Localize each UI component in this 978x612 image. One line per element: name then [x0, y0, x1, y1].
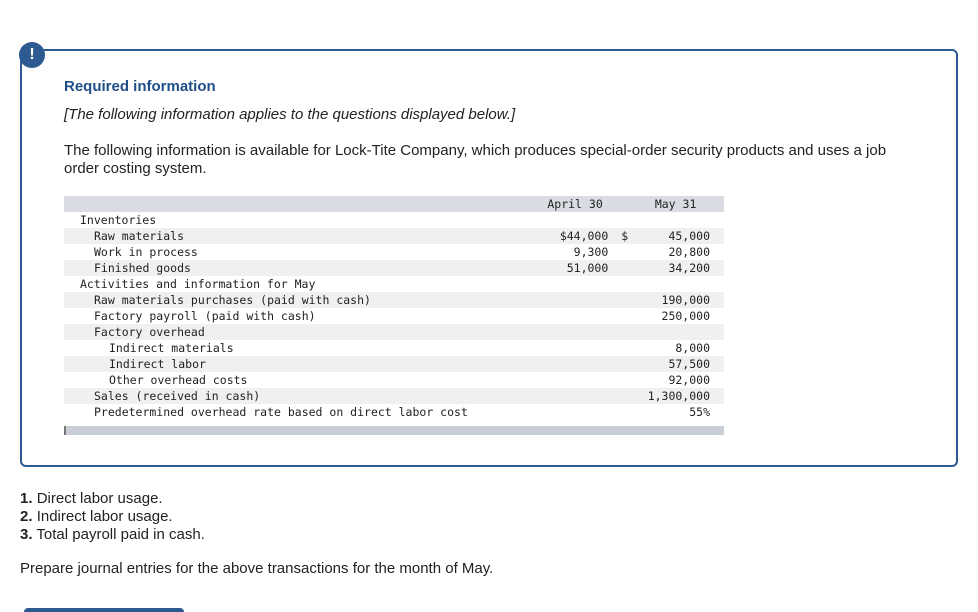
dollar-sign — [608, 292, 642, 308]
may-31-value: 1,300,000 — [641, 388, 724, 404]
may-31-value: 250,000 — [661, 309, 710, 323]
applies-note: [The following information applies to th… — [64, 106, 516, 123]
may-31-value: 20,800 — [668, 245, 710, 259]
row-label: Other overhead costs — [109, 373, 248, 387]
dollar-sign — [608, 324, 642, 340]
april-30-value — [541, 324, 609, 340]
intro-paragraph: The following information is available f… — [64, 142, 887, 177]
april-30-value — [542, 212, 608, 228]
table-row: Work in process 9,300 20,800 — [64, 244, 724, 260]
header-may-31: May 31 — [641, 196, 724, 212]
table-row: Activities and information for May — [64, 276, 724, 292]
table-row: Inventories — [64, 212, 724, 228]
dollar-sign — [608, 372, 641, 388]
dollar-sign: $ — [608, 228, 642, 244]
table-header-row: April 30 May 31 — [64, 196, 724, 212]
may-31-value: 92,000 — [668, 373, 710, 387]
may-31-value: 55% — [689, 405, 710, 419]
header-blank — [64, 196, 542, 212]
may-31-value: 45,000 — [641, 228, 724, 244]
row-label: Work in process — [94, 245, 198, 259]
dollar-sign — [608, 212, 641, 228]
dollar-sign — [608, 388, 642, 404]
april-30-value — [541, 292, 609, 308]
april-30-value — [542, 404, 608, 420]
row-label: Inventories — [80, 213, 157, 227]
header-april-30: April 30 — [541, 196, 609, 212]
question-item: 1. Direct labor usage. — [20, 490, 163, 507]
row-label: Raw materials purchases (paid with cash) — [64, 292, 542, 308]
alert-icon: ! — [19, 42, 45, 68]
table-row: Sales (received in cash) 1,300,000 — [64, 388, 724, 404]
april-30-value — [542, 308, 608, 324]
april-30-value: 9,300 — [573, 245, 609, 259]
row-label: Raw materials — [64, 228, 542, 244]
row-label: Indirect materials — [109, 341, 234, 355]
april-30-value — [542, 340, 608, 356]
row-label: Activities and information for May — [80, 277, 316, 291]
row-label: Indirect labor — [64, 356, 542, 372]
required-information-heading: Required information — [64, 78, 216, 95]
table-row: Raw materials $44,000 $45,000 — [64, 228, 724, 244]
may-31-value: 34,200 — [641, 260, 724, 276]
dollar-sign — [608, 244, 641, 260]
dollar-sign — [608, 308, 641, 324]
may-31-value: 190,000 — [641, 292, 724, 308]
header-spacer — [608, 196, 642, 212]
may-31-value — [641, 324, 724, 340]
dollar-sign — [608, 340, 641, 356]
table-row: Other overhead costs 92,000 — [64, 372, 724, 388]
row-label: Predetermined overhead rate based on dir… — [94, 405, 468, 419]
row-label: Sales (received in cash) — [64, 388, 542, 404]
may-31-value: 8,000 — [675, 341, 710, 355]
row-label: Factory payroll (paid with cash) — [94, 309, 316, 323]
table-row: Predetermined overhead rate based on dir… — [64, 404, 724, 420]
april-30-value — [541, 388, 609, 404]
question-item: 2. Indirect labor usage. — [20, 508, 173, 525]
continue-button[interactable] — [24, 608, 184, 612]
table-row: Finished goods 51,000 34,200 — [64, 260, 724, 276]
question-item: 3. Total payroll paid in cash. — [20, 526, 205, 543]
april-30-value: 51,000 — [541, 260, 609, 276]
april-30-value — [542, 372, 608, 388]
april-30-value — [542, 276, 608, 292]
april-30-value: $44,000 — [541, 228, 609, 244]
may-31-value: 57,500 — [641, 356, 724, 372]
questions-list: 1. Direct labor usage. 2. Indirect labor… — [20, 490, 205, 544]
table-row: Raw materials purchases (paid with cash)… — [64, 292, 724, 308]
table-row: Factory payroll (paid with cash) 250,000 — [64, 308, 724, 324]
table-row: Indirect labor 57,500 — [64, 356, 724, 372]
may-31-value — [641, 212, 724, 228]
row-label: Finished goods — [64, 260, 542, 276]
dollar-sign — [608, 276, 641, 292]
company-data-table: April 30 May 31 Inventories Raw materials… — [64, 196, 724, 420]
table-footer-bar — [64, 426, 724, 435]
table-row: Factory overhead — [64, 324, 724, 340]
instruction-text: Prepare journal entries for the above tr… — [20, 560, 494, 577]
dollar-sign — [608, 356, 642, 372]
april-30-value — [541, 356, 609, 372]
table-row: Indirect materials 8,000 — [64, 340, 724, 356]
dollar-sign — [608, 260, 642, 276]
dollar-sign — [608, 404, 641, 420]
may-31-value — [641, 276, 724, 292]
row-label: Factory overhead — [64, 324, 542, 340]
